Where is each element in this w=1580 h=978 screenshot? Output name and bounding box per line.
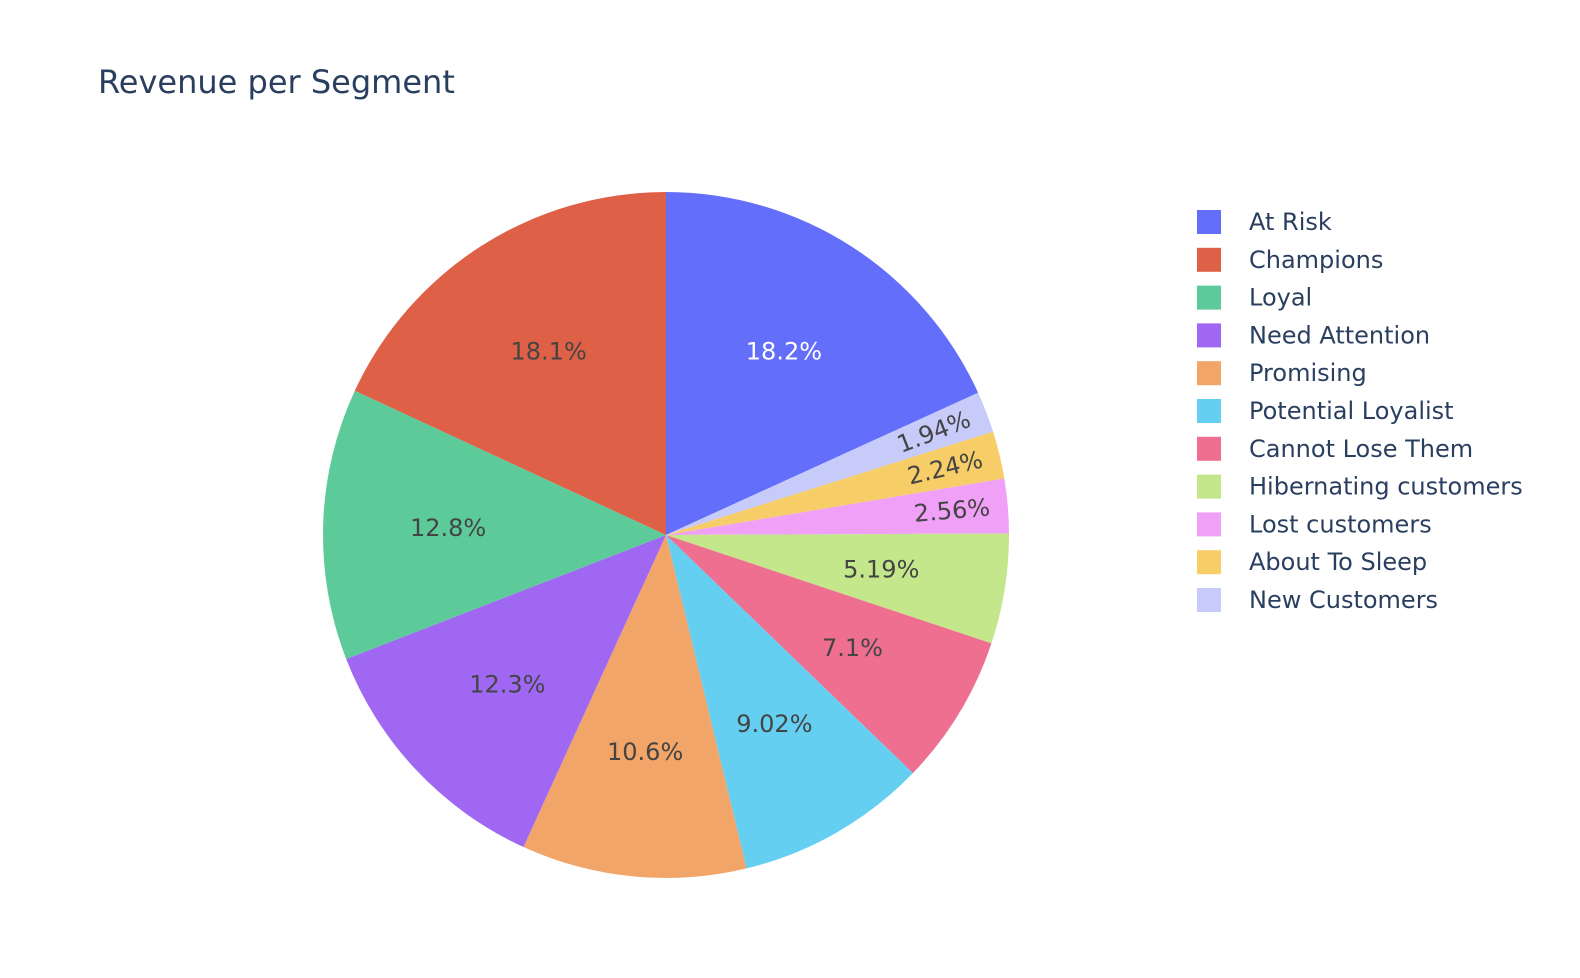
legend-label-lost-customers: Lost customers bbox=[1249, 510, 1432, 538]
legend-item-champions[interactable]: Champions bbox=[1197, 246, 1383, 274]
legend-label-loyal: Loyal bbox=[1249, 284, 1312, 312]
legend-swatch-potential-loyalist bbox=[1197, 399, 1221, 423]
legend-label-cannot-lose-them: Cannot Lose Them bbox=[1249, 435, 1473, 463]
legend-label-at-risk: At Risk bbox=[1249, 208, 1332, 236]
slice-label-at-risk: 18.2% bbox=[746, 338, 822, 366]
pie-slice-lost-customers[interactable] bbox=[666, 478, 1009, 535]
pie-slices bbox=[322, 191, 1010, 879]
legend-item-about-to-sleep[interactable]: About To Sleep bbox=[1197, 548, 1427, 576]
legend-label-hibernating-customers: Hibernating customers bbox=[1249, 473, 1523, 501]
pie-slice-new-customers[interactable] bbox=[666, 392, 994, 535]
legend-swatch-new-customers bbox=[1197, 588, 1221, 612]
legend-swatch-promising bbox=[1197, 361, 1221, 386]
legend-item-at-risk[interactable]: At Risk bbox=[1197, 208, 1332, 236]
pie-slice-potential-loyalist[interactable] bbox=[666, 535, 913, 869]
legend-swatch-at-risk bbox=[1197, 210, 1221, 234]
legend-item-need-attention[interactable]: Need Attention bbox=[1197, 321, 1430, 349]
legend-swatch-need-attention bbox=[1197, 323, 1221, 348]
slice-label-loyal: 12.8% bbox=[410, 514, 486, 542]
slice-label-potential-loyalist: 9.02% bbox=[736, 710, 812, 738]
chart-title: Revenue per Segment bbox=[98, 63, 455, 101]
pie-slice-hibernating-customers[interactable] bbox=[666, 533, 1010, 644]
legend-swatch-about-to-sleep bbox=[1197, 550, 1221, 575]
legend-item-loyal[interactable]: Loyal bbox=[1197, 284, 1312, 312]
legend-swatch-champions bbox=[1197, 247, 1221, 272]
pie-slice-about-to-sleep[interactable] bbox=[666, 431, 1005, 535]
legend-label-potential-loyalist: Potential Loyalist bbox=[1249, 397, 1454, 425]
legend-swatch-lost-customers bbox=[1197, 512, 1221, 537]
slice-label-hibernating-customers: 5.19% bbox=[843, 555, 919, 583]
pie-slice-promising[interactable] bbox=[523, 535, 747, 879]
legend-item-lost-customers[interactable]: Lost customers bbox=[1197, 510, 1432, 538]
slice-label-need-attention: 12.3% bbox=[469, 671, 545, 699]
slice-label-promising: 10.6% bbox=[607, 738, 683, 766]
legend-swatch-cannot-lose-them bbox=[1197, 436, 1221, 461]
legend-item-potential-loyalist[interactable]: Potential Loyalist bbox=[1197, 397, 1454, 425]
slice-label-champions: 18.1% bbox=[511, 337, 587, 365]
slice-label-cannot-lose-them: 7.1% bbox=[822, 634, 883, 662]
legend-label-new-customers: New Customers bbox=[1249, 586, 1438, 614]
legend: At Risk Champions Loyal Need Attention Promi… bbox=[1197, 208, 1523, 614]
legend-swatch-loyal bbox=[1197, 285, 1221, 310]
legend-label-need-attention: Need Attention bbox=[1249, 321, 1430, 349]
legend-item-new-customers[interactable]: New Customers bbox=[1197, 586, 1438, 614]
slice-label-lost-customers: 2.56% bbox=[913, 493, 991, 527]
legend-item-hibernating-customers[interactable]: Hibernating customers bbox=[1197, 473, 1523, 501]
pie-slice-loyal[interactable] bbox=[322, 390, 666, 659]
legend-label-promising: Promising bbox=[1249, 359, 1367, 387]
legend-item-promising[interactable]: Promising bbox=[1197, 359, 1367, 387]
pie-slice-at-risk[interactable] bbox=[666, 191, 979, 535]
legend-label-about-to-sleep: About To Sleep bbox=[1249, 548, 1427, 576]
legend-label-champions: Champions bbox=[1249, 246, 1383, 274]
pie-slice-need-attention[interactable] bbox=[346, 535, 666, 847]
pie-slice-cannot-lose-them[interactable] bbox=[666, 535, 992, 774]
legend-swatch-hibernating-customers bbox=[1197, 474, 1221, 499]
legend-item-cannot-lose-them[interactable]: Cannot Lose Them bbox=[1197, 435, 1473, 463]
pie-slice-champions[interactable] bbox=[354, 192, 666, 535]
